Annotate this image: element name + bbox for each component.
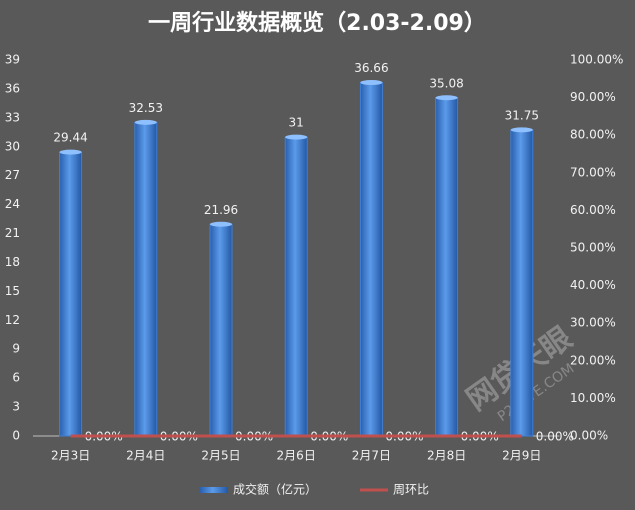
data-label: 31 <box>289 116 304 130</box>
chart-title: 一周行业数据概览（2.03-2.09） <box>148 10 486 36</box>
y2-tick-label: 10.00% <box>570 391 616 405</box>
bar <box>359 82 383 437</box>
y2-tick-label: 70.00% <box>570 165 616 179</box>
bar-top <box>510 127 533 133</box>
data-label: 35.08 <box>429 76 463 90</box>
y2-tick-label: 90.00% <box>570 90 616 104</box>
bar <box>284 136 308 437</box>
x-tick-label: 2月5日 <box>201 449 240 463</box>
x-tick-label: 2月3日 <box>51 449 90 463</box>
y2-tick-label: 30.00% <box>570 316 616 330</box>
data-label: 31.75 <box>505 108 539 122</box>
bar <box>59 151 83 437</box>
bar-top <box>285 134 308 140</box>
y-tick-label: 21 <box>5 226 20 240</box>
y-tick-label: 6 <box>12 371 20 385</box>
y-tick-label: 18 <box>5 255 20 269</box>
x-tick-label: 2月8日 <box>427 449 466 463</box>
y-tick-label: 3 <box>12 400 20 414</box>
bar-top <box>210 221 232 227</box>
y-tick-label: 30 <box>5 139 20 153</box>
y2-tick-label: 80.00% <box>570 128 616 142</box>
data-label: 36.66 <box>354 61 388 75</box>
x-tick-label: 2月4日 <box>126 449 165 463</box>
data-label: 21.96 <box>204 203 238 217</box>
legend-swatch <box>200 487 228 493</box>
data-label: 29.44 <box>53 131 87 145</box>
y-tick-label: 33 <box>5 110 20 124</box>
y2-tick-label: 50.00% <box>570 241 616 255</box>
y2-tick-label: 0.00% <box>570 429 608 443</box>
y-tick-label: 12 <box>5 313 20 327</box>
bar <box>510 129 534 437</box>
x-tick-label: 2月9日 <box>502 449 541 463</box>
y2-tick-label: 20.00% <box>570 353 616 367</box>
y-tick-label: 9 <box>12 342 20 356</box>
bar-top <box>360 80 383 86</box>
bar <box>435 97 459 437</box>
y2-tick-label: 100.00% <box>570 53 623 67</box>
bar-top <box>435 95 458 101</box>
bar <box>134 121 158 437</box>
bar-top <box>134 119 157 125</box>
y2-tick-label: 40.00% <box>570 278 616 292</box>
bar <box>209 223 233 437</box>
x-tick-label: 2月7日 <box>352 449 391 463</box>
data-label: 32.53 <box>129 101 163 115</box>
y-tick-label: 24 <box>5 197 20 211</box>
legend-label: 周环比 <box>393 483 429 497</box>
y-tick-label: 39 <box>5 53 20 67</box>
y2-tick-label: 60.00% <box>570 203 616 217</box>
y-tick-label: 15 <box>5 284 20 298</box>
y-tick-label: 27 <box>5 168 20 182</box>
data-label: 0.00% <box>536 430 574 444</box>
bar-top <box>59 149 82 155</box>
legend-label: 成交额（亿元） <box>233 482 317 497</box>
y-tick-label: 0 <box>12 429 20 443</box>
x-tick-label: 2月6日 <box>277 449 316 463</box>
y-tick-label: 36 <box>5 81 20 95</box>
